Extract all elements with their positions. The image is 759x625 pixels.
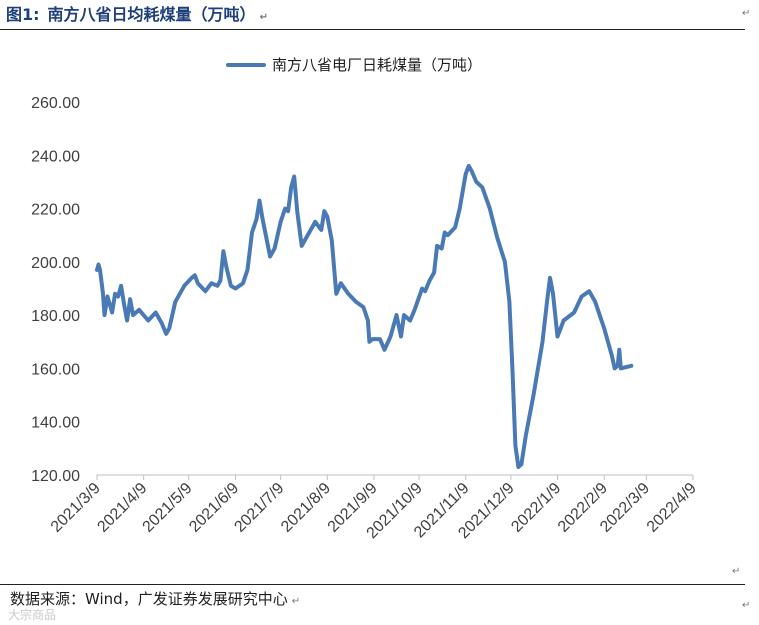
return-mark-icon: ↵ bbox=[742, 600, 751, 611]
watermark: 大宗商品 bbox=[8, 608, 57, 622]
y-tick-label: 260.00 bbox=[31, 95, 80, 112]
y-tick-label: 240.00 bbox=[31, 148, 80, 165]
y-tick-label: 200.00 bbox=[31, 255, 80, 272]
top-rule bbox=[0, 29, 745, 30]
figure-number: 图1: bbox=[6, 5, 40, 24]
return-mark-icon: ↵ bbox=[291, 596, 301, 607]
x-tick-label: 2021/3/9 bbox=[48, 480, 104, 536]
x-tick-label: 2022/1/9 bbox=[508, 480, 564, 536]
y-tick-label: 220.00 bbox=[31, 202, 80, 219]
y-tick-label: 140.00 bbox=[31, 415, 80, 432]
series-line bbox=[95, 163, 634, 469]
y-tick-label: 120.00 bbox=[31, 468, 80, 485]
x-tick-label: 2021/5/9 bbox=[140, 480, 196, 536]
y-tick-label: 160.00 bbox=[31, 361, 80, 378]
legend-label: 南方八省电厂日耗煤量（万吨） bbox=[272, 56, 482, 74]
figure-title-text: 南方八省日均耗煤量（万吨） bbox=[47, 5, 256, 24]
source-note: 数据来源：Wind，广发证券发展研究中心 ↵ bbox=[10, 588, 300, 609]
bottom-rule bbox=[0, 584, 745, 585]
y-tick-label: 180.00 bbox=[31, 308, 80, 325]
source-text: 数据来源：Wind，广发证券发展研究中心 bbox=[10, 590, 288, 608]
x-tick-label: 2021/8/9 bbox=[278, 480, 334, 536]
x-tick-label: 2022/4/9 bbox=[644, 480, 700, 536]
return-mark-icon: ↵ bbox=[742, 8, 751, 19]
x-tick-label: 2021/7/9 bbox=[231, 480, 287, 536]
return-mark-icon: ↵ bbox=[259, 12, 268, 23]
return-mark-icon: ↵ bbox=[732, 566, 741, 577]
figure-title: 图1: 南方八省日均耗煤量（万吨） ↵ bbox=[6, 2, 746, 28]
